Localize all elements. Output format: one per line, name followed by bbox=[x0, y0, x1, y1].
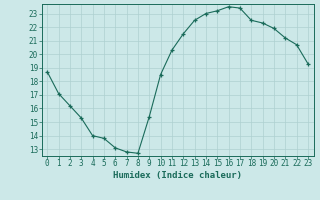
X-axis label: Humidex (Indice chaleur): Humidex (Indice chaleur) bbox=[113, 171, 242, 180]
